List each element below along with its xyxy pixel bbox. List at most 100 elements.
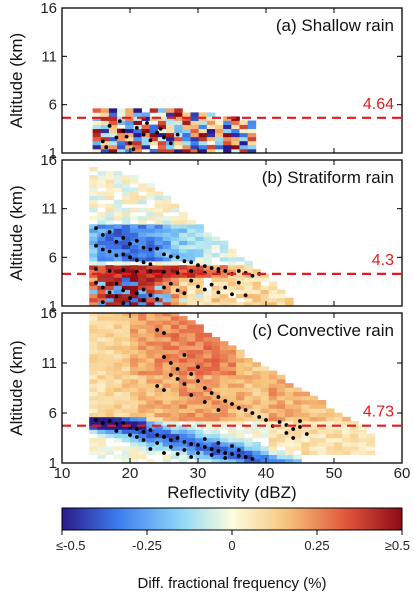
heatmap-cell xyxy=(89,273,98,278)
heatmap-cell xyxy=(203,261,212,266)
heatmap-cell xyxy=(195,446,204,451)
heatmap-cell xyxy=(149,124,159,130)
heatmap-cell xyxy=(244,301,253,306)
heatmap-cell xyxy=(121,425,131,430)
heatmap-cell xyxy=(195,370,204,376)
feature-point xyxy=(230,402,234,406)
heatmap-cell xyxy=(219,353,229,359)
heatmap-cell xyxy=(154,395,164,401)
feature-point xyxy=(121,252,126,257)
heatmap-cell xyxy=(113,454,123,460)
heatmap-cell xyxy=(133,128,142,134)
heatmap-cell xyxy=(174,116,183,121)
heatmap-cell xyxy=(244,412,253,418)
heatmap-cell xyxy=(195,256,204,262)
feature-point xyxy=(162,388,166,392)
heatmap-cell xyxy=(195,332,204,338)
heatmap-cell xyxy=(162,387,172,392)
heatmap-cell xyxy=(146,421,155,426)
heatmap-cell xyxy=(121,374,131,380)
heatmap-cell xyxy=(170,313,180,317)
heatmap-cell xyxy=(252,277,261,282)
heatmap-cell xyxy=(268,458,278,463)
heatmap-cell xyxy=(113,433,123,439)
heatmap-cell xyxy=(219,341,229,346)
heatmap-cell xyxy=(170,404,180,409)
feature-point xyxy=(236,448,241,452)
heatmap-cell xyxy=(174,144,183,150)
x-tick-label: 30 xyxy=(190,465,207,482)
feature-point xyxy=(189,442,194,446)
heatmap-cell xyxy=(236,285,245,291)
heatmap-cell xyxy=(252,395,261,401)
heatmap-cell xyxy=(113,224,123,229)
heatmap-cell xyxy=(170,337,180,342)
heatmap-cell xyxy=(203,248,212,254)
heatmap-cell xyxy=(89,349,98,355)
heatmap-cell xyxy=(117,112,126,117)
feature-point xyxy=(162,451,166,455)
heatmap-cell xyxy=(130,191,139,197)
heatmap-cell xyxy=(293,458,302,463)
heatmap-cell xyxy=(187,345,196,350)
heatmap-cell xyxy=(121,232,131,237)
heatmap-cell xyxy=(138,395,147,401)
heatmap-cell xyxy=(130,297,139,303)
heatmap-cell xyxy=(219,277,229,282)
heatmap-cell xyxy=(97,313,106,317)
heatmap-cell xyxy=(170,236,180,241)
heatmap-cell xyxy=(219,248,229,254)
heatmap-cell xyxy=(162,293,172,299)
feature-point xyxy=(250,457,255,461)
heatmap-cell xyxy=(113,328,123,334)
heatmap-cell xyxy=(89,252,98,258)
heatmap-cell xyxy=(219,387,229,392)
heatmap-cell xyxy=(89,191,98,197)
heatmap-cell xyxy=(89,379,98,384)
heatmap-cell xyxy=(138,220,147,225)
heatmap-cell xyxy=(203,391,212,397)
heatmap-cell xyxy=(121,207,131,213)
heatmap-cell xyxy=(244,391,253,397)
heatmap-cell xyxy=(130,450,139,455)
heatmap-cell xyxy=(178,412,188,418)
heatmap-cell xyxy=(162,454,172,460)
heatmap-cell xyxy=(285,387,294,392)
heatmap-cell xyxy=(149,136,159,142)
heatmap-cell xyxy=(195,273,204,278)
heatmap-cell xyxy=(350,442,359,447)
colorbar-tick-label: 0.25 xyxy=(304,538,329,553)
heatmap-cell xyxy=(105,391,115,397)
heatmap-cell xyxy=(157,136,167,142)
heatmap-cell xyxy=(170,244,180,250)
heatmap-cell xyxy=(276,387,286,392)
heatmap-cell xyxy=(178,269,188,274)
heatmap-cell xyxy=(105,416,115,422)
heatmap-cell xyxy=(187,353,196,359)
heatmap-cell xyxy=(113,316,123,321)
heatmap-cell xyxy=(244,437,253,443)
feature-point xyxy=(100,300,105,304)
heatmap-cell xyxy=(231,120,240,125)
feature-point xyxy=(162,270,166,274)
heatmap-cell xyxy=(121,353,131,359)
heatmap-cell xyxy=(170,395,180,401)
heatmap-cell xyxy=(146,353,155,359)
heatmap-cell xyxy=(170,437,180,443)
heatmap-cell xyxy=(162,328,172,334)
heatmap-cell xyxy=(97,216,106,221)
heatmap-cell xyxy=(121,179,131,184)
heatmap-cell xyxy=(334,429,343,434)
heatmap-cell xyxy=(190,116,200,121)
heatmap-cell xyxy=(146,425,155,430)
heatmap-cell xyxy=(130,433,139,439)
heatmap-cell xyxy=(113,437,123,443)
heatmap-cell xyxy=(187,337,196,342)
heatmap-cell xyxy=(154,391,164,397)
reference-value-stratiform: 4.3 xyxy=(372,252,394,269)
feature-point xyxy=(216,449,221,453)
heatmap-cell xyxy=(138,442,147,447)
heatmap-cell xyxy=(268,387,278,392)
heatmap-cell xyxy=(170,240,180,246)
heatmap-cell xyxy=(138,183,147,188)
